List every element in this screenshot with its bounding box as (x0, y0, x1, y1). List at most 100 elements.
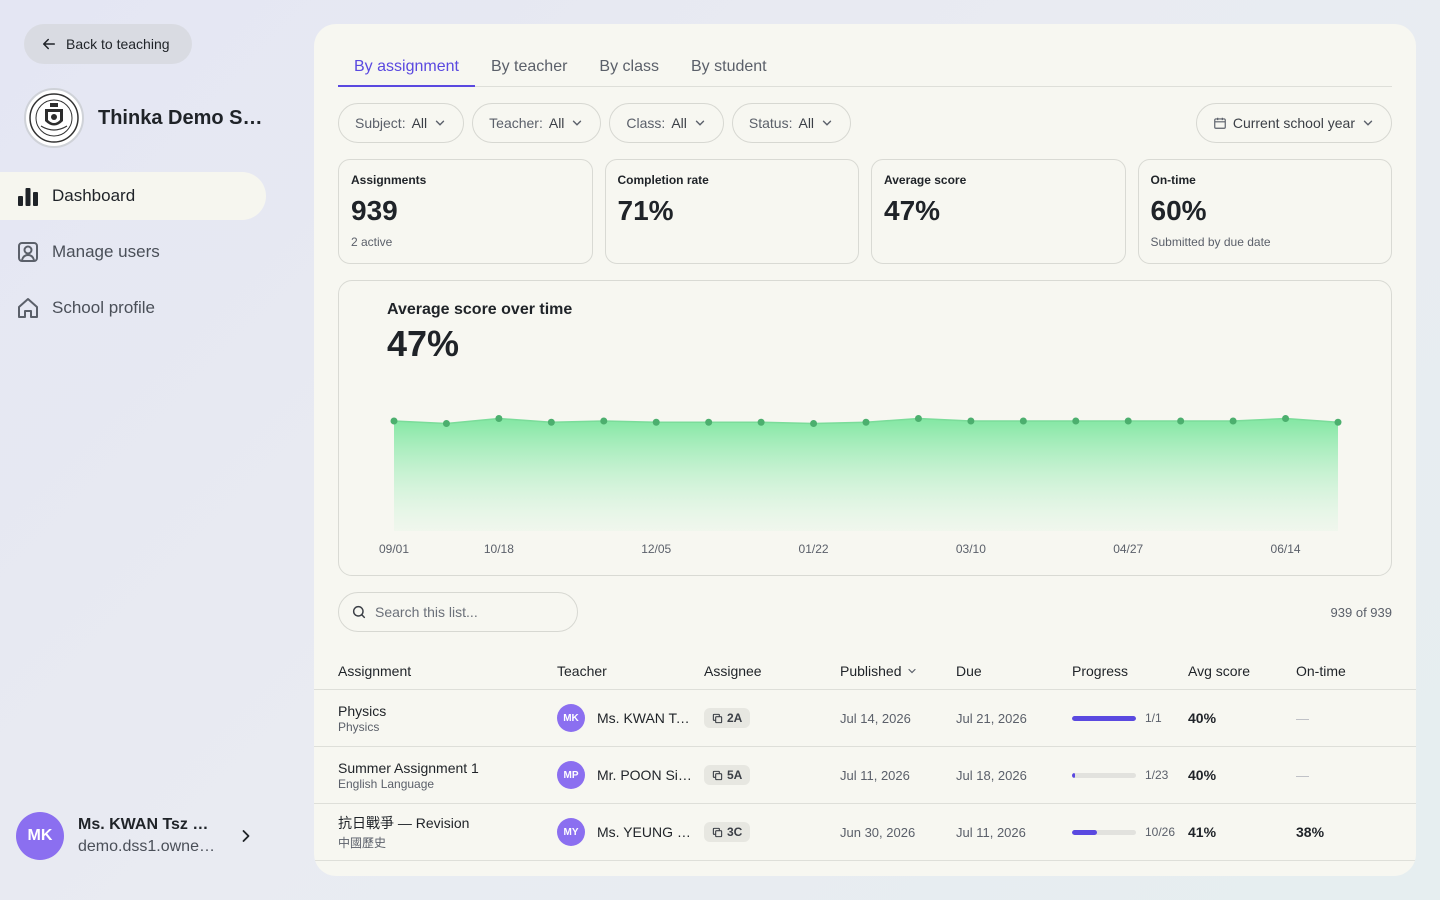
chart-point[interactable] (810, 420, 818, 427)
chart-canvas: 09/01 10/18 12/05 01/22 03/10 04/27 06/14 (379, 415, 1342, 556)
chart-point[interactable] (967, 417, 975, 425)
sidebar-item-dashboard[interactable]: Dashboard (0, 172, 266, 220)
col-header-due[interactable]: Due (956, 662, 982, 679)
tab-by-assignment[interactable]: By assignment (338, 52, 475, 87)
chevron-down-icon (822, 120, 832, 126)
chart-point[interactable] (1229, 417, 1237, 425)
published-date: Jun 30, 2026 (840, 824, 916, 840)
avatar: MK (557, 704, 585, 732)
assignee-label: 3C (727, 825, 743, 839)
chevron-right-icon (242, 830, 250, 842)
assignment-subject: 中國歷史 (338, 836, 387, 850)
avg-score: 40% (1188, 767, 1217, 783)
chart-point[interactable] (1177, 417, 1185, 425)
back-to-teaching-button[interactable]: Back to teaching (24, 24, 192, 64)
user-email: demo.dss1.owner@thinka.ai (78, 838, 218, 855)
table-row[interactable]: 抗日戰爭 — Revision 中國歷史 MY Ms. YEUNG Ka Yan… (314, 804, 1416, 861)
chart-point[interactable] (757, 418, 765, 426)
assignee-chip: 3C (704, 822, 751, 842)
due-date: Jul 21, 2026 (956, 710, 1027, 726)
stat-card-completion: Completion rate 71% (604, 159, 859, 264)
result-count: 939 of 939 (1330, 605, 1392, 620)
tab-by-class[interactable]: By class (599, 58, 659, 75)
assignment-subject: Physics (338, 719, 380, 734)
chart-point[interactable] (1072, 417, 1080, 425)
published-date: Jul 14, 2026 (840, 710, 911, 726)
stat-label: On-time (1150, 173, 1196, 187)
filter-label: Subject: (355, 115, 406, 131)
chart-point[interactable] (914, 415, 922, 422)
chart-value: 47% (387, 323, 460, 364)
chart-x-tick-label: 01/22 (799, 542, 829, 556)
filter-label: Status: (748, 115, 793, 131)
chart-point[interactable] (1282, 415, 1290, 422)
chart-point[interactable] (442, 420, 450, 427)
copy-icon (712, 827, 723, 837)
progress-fill (1072, 772, 1075, 778)
assignments-table: Assignment Teacher Assignee Published Du… (314, 652, 1416, 861)
progress-fill (1072, 829, 1097, 835)
subject-filter[interactable]: Subject: All (338, 103, 465, 143)
chart-point[interactable] (1124, 417, 1132, 425)
search-icon (352, 605, 366, 619)
sidebar-item-manage-users[interactable]: Manage users (0, 228, 266, 276)
chart-point[interactable] (1019, 417, 1027, 425)
col-header-teacher[interactable]: Teacher (557, 662, 607, 679)
chevron-down-icon (435, 120, 445, 126)
teacher-filter[interactable]: Teacher: All (472, 103, 602, 143)
stat-card-average-score: Average score 47% (871, 159, 1126, 264)
tab-by-teacher[interactable]: By teacher (490, 58, 568, 75)
copy-icon (712, 713, 723, 723)
col-header-on-time[interactable]: On-time (1296, 662, 1346, 679)
search-input[interactable] (375, 604, 565, 620)
sort-down-icon (907, 668, 916, 673)
filter-label: Teacher: (489, 115, 543, 131)
chart-point[interactable] (390, 417, 398, 425)
tab-by-student[interactable]: By student (691, 58, 767, 75)
assignee-chip: 5A (704, 765, 751, 785)
stat-label: Completion rate (617, 173, 709, 187)
chevron-down-icon (695, 120, 705, 126)
chart-point[interactable] (495, 415, 503, 422)
avg-score: 40% (1188, 710, 1217, 726)
status-filter[interactable]: Status: All (731, 103, 852, 143)
bar-chart-icon (18, 188, 38, 206)
progress-text: 10/26 (1145, 825, 1176, 839)
chart-point[interactable] (705, 418, 713, 426)
col-header-published[interactable]: Published (840, 663, 956, 679)
avatar: MK (16, 812, 64, 860)
col-header-assignment[interactable]: Assignment (338, 662, 412, 679)
search-box[interactable] (338, 592, 578, 632)
col-header-avg-score[interactable]: Avg score (1188, 662, 1250, 679)
back-label: Back to teaching (66, 36, 170, 52)
stat-label: Assignments (351, 173, 427, 187)
col-header-progress[interactable]: Progress (1072, 662, 1129, 679)
chart-point[interactable] (862, 418, 870, 426)
sidebar-nav: Dashboard Manage users School profile (0, 172, 266, 340)
sidebar-item-school-profile[interactable]: School profile (0, 284, 266, 332)
progress-bar (1072, 715, 1136, 721)
stat-value: 60% (1150, 195, 1207, 226)
chart-x-tick-label: 12/05 (641, 542, 671, 556)
table-row[interactable]: Physics Physics MK Ms. KWAN Tsz Ching 2A… (314, 690, 1416, 747)
assignment-title: Summer Assignment 1 (338, 759, 479, 776)
due-date: Jul 18, 2026 (956, 767, 1027, 783)
assignment-title: 抗日戰爭 — Revision (338, 815, 470, 831)
chart-point[interactable] (1334, 418, 1342, 426)
class-filter[interactable]: Class: All (609, 103, 724, 143)
chevron-down-icon (1363, 120, 1373, 126)
col-header-label: Published (840, 662, 902, 679)
copy-icon (712, 770, 723, 780)
chart-point[interactable] (547, 418, 555, 426)
assignee-label: 2A (727, 711, 743, 725)
chart-point[interactable] (652, 418, 660, 426)
chart-x-tick-label: 10/18 (484, 542, 514, 556)
filter-value: All (798, 115, 815, 131)
average-score-chart: 09/01 10/18 12/05 01/22 03/10 04/27 06/14 Aver… (338, 280, 1392, 576)
table-row[interactable]: Summer Assignment 1 English Language MP … (314, 747, 1416, 804)
chart-point[interactable] (600, 417, 608, 425)
col-header-assignee[interactable]: Assignee (704, 662, 762, 679)
user-profile-button[interactable]: MK Ms. KWAN Tsz Ching demo.dss1.owner@th… (16, 812, 266, 860)
teacher-name: Mr. POON Siu Ming (597, 767, 693, 783)
period-filter[interactable]: Current school year (1195, 103, 1392, 143)
